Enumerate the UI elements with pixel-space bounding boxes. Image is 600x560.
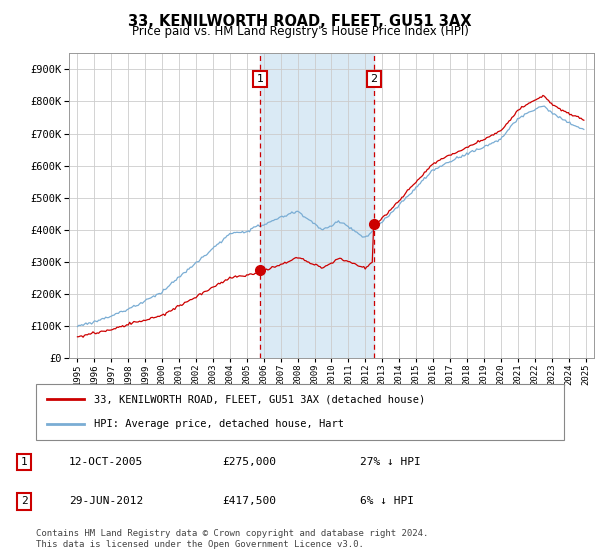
Text: 29-JUN-2012: 29-JUN-2012: [69, 496, 143, 506]
Text: £275,000: £275,000: [222, 457, 276, 467]
FancyBboxPatch shape: [36, 384, 564, 440]
Text: 1: 1: [257, 74, 264, 84]
Text: 6% ↓ HPI: 6% ↓ HPI: [360, 496, 414, 506]
Text: 2: 2: [370, 74, 377, 84]
Text: 33, KENILWORTH ROAD, FLEET, GU51 3AX (detached house): 33, KENILWORTH ROAD, FLEET, GU51 3AX (de…: [94, 394, 425, 404]
Text: £417,500: £417,500: [222, 496, 276, 506]
Text: 27% ↓ HPI: 27% ↓ HPI: [360, 457, 421, 467]
Text: 33, KENILWORTH ROAD, FLEET, GU51 3AX: 33, KENILWORTH ROAD, FLEET, GU51 3AX: [128, 14, 472, 29]
Text: HPI: Average price, detached house, Hart: HPI: Average price, detached house, Hart: [94, 419, 344, 429]
Text: 2: 2: [20, 496, 28, 506]
Text: 12-OCT-2005: 12-OCT-2005: [69, 457, 143, 467]
Text: Contains HM Land Registry data © Crown copyright and database right 2024.
This d: Contains HM Land Registry data © Crown c…: [36, 529, 428, 549]
Text: Price paid vs. HM Land Registry's House Price Index (HPI): Price paid vs. HM Land Registry's House …: [131, 25, 469, 38]
Text: 1: 1: [20, 457, 28, 467]
Bar: [260, 53, 374, 358]
